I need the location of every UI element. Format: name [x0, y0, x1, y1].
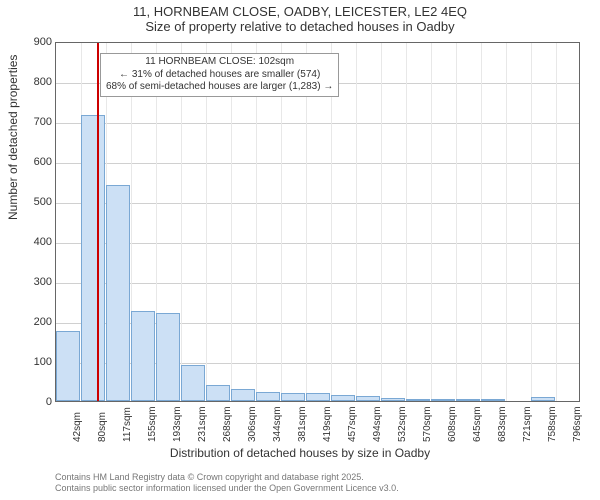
grid-line-v — [506, 43, 507, 401]
grid-line-v — [556, 43, 557, 401]
property-marker-line — [97, 43, 99, 401]
y-tick-label: 900 — [34, 36, 52, 48]
grid-line-h — [56, 123, 579, 124]
grid-line-v — [356, 43, 357, 401]
x-tick-label: 494sqm — [372, 406, 383, 442]
chart-plot-area: 11 HORNBEAM CLOSE: 102sqm ← 31% of detac… — [55, 42, 580, 402]
x-tick-label: 306sqm — [247, 406, 258, 442]
histogram-bar — [306, 393, 330, 401]
grid-line-v — [431, 43, 432, 401]
y-tick-label: 0 — [46, 396, 52, 408]
histogram-bar — [431, 399, 455, 401]
histogram-bar — [281, 393, 305, 401]
chart-title-desc: Size of property relative to detached ho… — [0, 19, 600, 36]
y-tick-label: 500 — [34, 196, 52, 208]
footer-line1: Contains HM Land Registry data © Crown c… — [55, 472, 399, 483]
y-tick-label: 800 — [34, 76, 52, 88]
y-tick-label: 300 — [34, 276, 52, 288]
chart-annotation: 11 HORNBEAM CLOSE: 102sqm ← 31% of detac… — [100, 53, 339, 97]
y-axis-title: Number of detached properties — [6, 55, 20, 220]
grid-line-v — [381, 43, 382, 401]
x-tick-label: 344sqm — [272, 406, 283, 442]
histogram-bar — [106, 185, 130, 401]
histogram-bar — [181, 365, 205, 401]
histogram-bar — [231, 389, 255, 401]
x-tick-label: 645sqm — [472, 406, 483, 442]
histogram-bar — [356, 396, 380, 401]
grid-line-v — [206, 43, 207, 401]
grid-line-v — [256, 43, 257, 401]
grid-line-h — [56, 163, 579, 164]
grid-line-v — [456, 43, 457, 401]
x-tick-label: 117sqm — [122, 407, 133, 442]
x-tick-label: 381sqm — [297, 406, 308, 442]
grid-line-v — [331, 43, 332, 401]
x-tick-label: 721sqm — [522, 406, 533, 442]
x-tick-label: 570sqm — [422, 406, 433, 442]
annotation-line1: 11 HORNBEAM CLOSE: 102sqm — [106, 56, 333, 69]
histogram-bar — [156, 313, 180, 401]
x-tick-label: 193sqm — [172, 406, 183, 442]
grid-line-v — [231, 43, 232, 401]
histogram-bar — [206, 385, 230, 401]
footer-credits: Contains HM Land Registry data © Crown c… — [55, 472, 399, 494]
annotation-line2: ← 31% of detached houses are smaller (57… — [106, 69, 333, 82]
grid-line-v — [306, 43, 307, 401]
histogram-bar — [56, 331, 80, 401]
x-tick-label: 532sqm — [397, 406, 408, 442]
y-tick-label: 600 — [34, 156, 52, 168]
x-tick-label: 796sqm — [572, 406, 583, 442]
histogram-bar — [381, 398, 405, 401]
y-tick-label: 700 — [34, 116, 52, 128]
grid-line-v — [531, 43, 532, 401]
x-tick-label: 155sqm — [147, 406, 158, 442]
histogram-bar — [81, 115, 105, 401]
x-tick-label: 758sqm — [547, 406, 558, 442]
x-tick-label: 268sqm — [222, 406, 233, 442]
x-tick-label: 419sqm — [322, 406, 333, 442]
grid-line-h — [56, 243, 579, 244]
grid-line-v — [481, 43, 482, 401]
grid-line-v — [181, 43, 182, 401]
histogram-bar — [531, 397, 555, 401]
histogram-bar — [256, 392, 280, 401]
chart-title-address: 11, HORNBEAM CLOSE, OADBY, LEICESTER, LE… — [0, 0, 600, 19]
x-tick-label: 80sqm — [97, 412, 108, 442]
y-tick-label: 200 — [34, 316, 52, 328]
x-tick-label: 457sqm — [347, 406, 358, 442]
footer-line2: Contains public sector information licen… — [55, 483, 399, 494]
histogram-bar — [481, 399, 505, 401]
y-tick-label: 100 — [34, 356, 52, 368]
x-tick-label: 608sqm — [447, 406, 458, 442]
y-tick-label: 400 — [34, 236, 52, 248]
grid-line-v — [281, 43, 282, 401]
grid-line-h — [56, 203, 579, 204]
histogram-bar — [131, 311, 155, 401]
histogram-bar — [331, 395, 355, 401]
x-tick-label: 683sqm — [497, 406, 508, 442]
x-tick-label: 42sqm — [72, 412, 83, 442]
annotation-line3: 68% of semi-detached houses are larger (… — [106, 81, 333, 94]
x-tick-label: 231sqm — [197, 406, 208, 442]
grid-line-v — [406, 43, 407, 401]
histogram-bar — [406, 399, 430, 401]
histogram-bar — [456, 399, 480, 401]
x-axis-title: Distribution of detached houses by size … — [0, 446, 600, 460]
grid-line-h — [56, 283, 579, 284]
